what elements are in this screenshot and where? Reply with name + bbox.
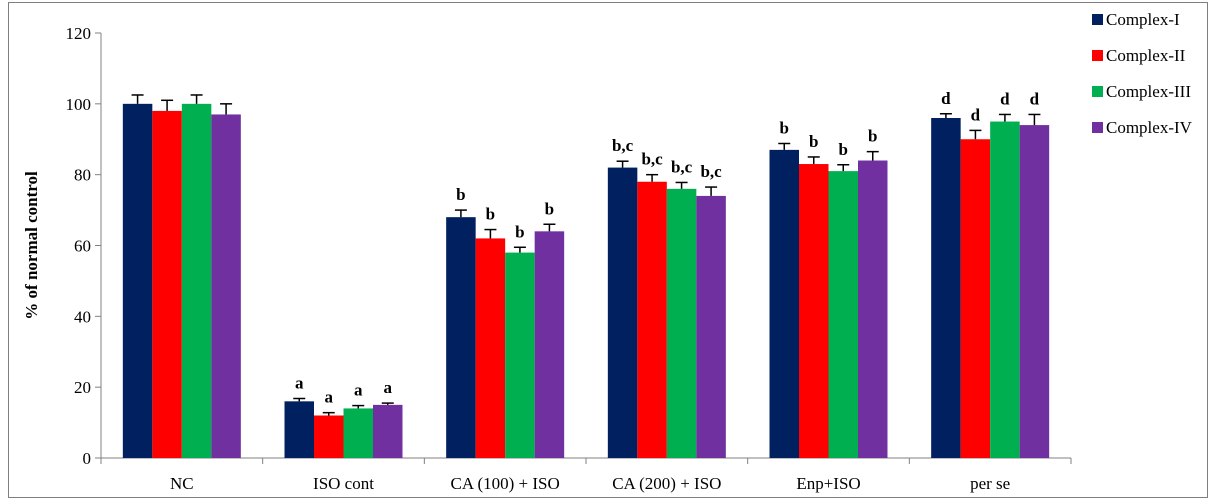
bar xyxy=(314,415,344,458)
y-tick-label: 20 xyxy=(74,378,91,397)
significance-label: b xyxy=(780,119,789,138)
significance-label: d xyxy=(1030,89,1040,108)
bar xyxy=(211,114,241,458)
significance-label: b xyxy=(515,222,524,241)
bar xyxy=(799,164,829,458)
significance-label: d xyxy=(941,89,951,108)
significance-label: d xyxy=(1000,89,1010,108)
significance-label: b,c xyxy=(612,136,634,155)
bar xyxy=(373,404,403,458)
significance-label: b,c xyxy=(641,150,663,169)
bar xyxy=(960,139,991,458)
x-tick-label: CA (200) + ISO xyxy=(612,474,721,493)
bar-chart: 0 20 40 60 80 100 120 % of normal control NC ISO … xyxy=(22,10,1193,493)
significance-label: a xyxy=(354,381,363,400)
x-tick-label: per se xyxy=(970,474,1010,493)
bar xyxy=(607,167,638,459)
bar xyxy=(1019,125,1050,458)
y-tick-label: 120 xyxy=(66,24,92,43)
significance-label: b,c xyxy=(700,162,722,181)
bar xyxy=(475,238,506,458)
bar xyxy=(637,181,667,458)
y-tick-label: 60 xyxy=(74,237,91,256)
bar xyxy=(858,160,888,458)
bar xyxy=(122,103,153,458)
bar xyxy=(931,118,961,458)
significance-label: a xyxy=(384,378,393,397)
bar xyxy=(343,408,373,458)
bar xyxy=(990,121,1020,459)
significance-label: a xyxy=(325,388,334,407)
legend-label: Complex-III xyxy=(1106,82,1191,101)
x-tick-label: ISO cont xyxy=(313,474,374,493)
significance-label: a xyxy=(295,374,304,393)
bar xyxy=(666,188,697,459)
significance-label: b,c xyxy=(671,157,693,176)
bar xyxy=(769,149,799,458)
x-tick-label: CA (100) + ISO xyxy=(451,474,560,493)
legend-label: Complex-IV xyxy=(1106,118,1193,137)
bar xyxy=(284,401,314,458)
legend-swatch xyxy=(1092,14,1103,25)
bar xyxy=(828,171,858,458)
significance-label: b xyxy=(545,199,554,218)
significance-label: b xyxy=(839,140,848,159)
significance-label: b xyxy=(486,205,495,224)
legend-swatch xyxy=(1092,50,1103,61)
chart-frame: 0 20 40 60 80 100 120 % of normal control NC ISO … xyxy=(8,2,1208,498)
significance-label: d xyxy=(971,105,981,124)
bar xyxy=(446,217,476,458)
legend-swatch xyxy=(1092,122,1103,133)
legend-label: Complex-II xyxy=(1106,46,1186,65)
x-tick-label: NC xyxy=(170,474,194,493)
bar xyxy=(181,103,212,458)
x-tick-label: Enp+ISO xyxy=(796,474,860,493)
legend-label: Complex-I xyxy=(1106,10,1180,29)
bar xyxy=(152,110,182,459)
y-tick-label: 40 xyxy=(74,307,91,326)
significance-label: b xyxy=(456,185,465,204)
y-tick-label: 100 xyxy=(66,95,92,114)
bar xyxy=(696,195,726,458)
bar xyxy=(505,252,535,458)
y-axis-title: % of normal control xyxy=(22,171,41,320)
y-tick-label: 80 xyxy=(74,166,91,185)
y-tick-label: 0 xyxy=(83,449,92,468)
legend-swatch xyxy=(1092,86,1103,97)
bar xyxy=(534,231,565,458)
significance-label: b xyxy=(809,132,818,151)
significance-label: b xyxy=(868,127,877,146)
